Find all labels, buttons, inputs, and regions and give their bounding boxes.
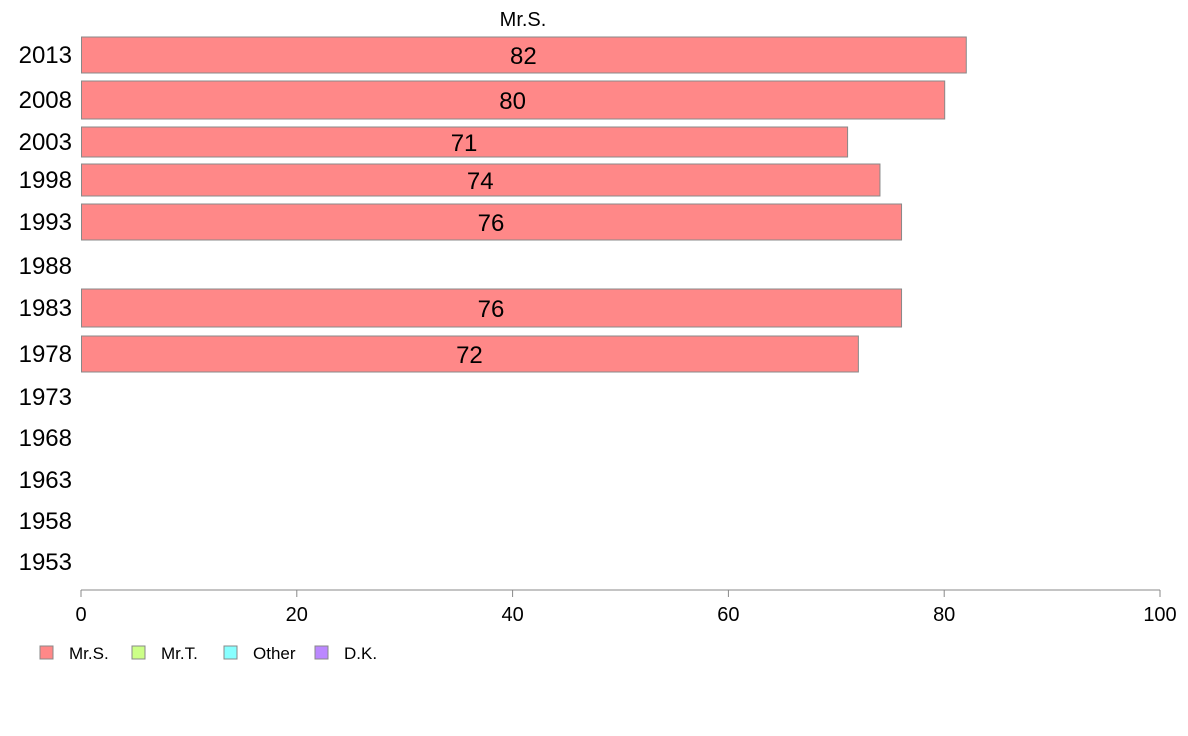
x-tick-label: 20 (286, 604, 308, 626)
y-tick-label: 1978 (19, 341, 72, 368)
y-tick-label: 1988 (19, 253, 72, 280)
legend-label: D.K. (344, 644, 377, 663)
data-labels: 82 80 71 74 76 76 72 (451, 43, 537, 369)
x-tick-label: 80 (933, 604, 955, 626)
y-tick-label: 2008 (19, 87, 72, 114)
x-tick-label: 0 (75, 604, 86, 626)
x-axis: 0 20 40 60 80 100 (75, 589, 1177, 626)
data-label-2003: 71 (451, 130, 478, 157)
legend-swatch (131, 645, 146, 660)
bar-1983 (81, 288, 903, 328)
bar-2013 (81, 36, 967, 74)
y-axis-labels: 2013 2008 2003 1998 1993 1988 1983 1978 1973 1968… (19, 42, 72, 576)
bar-1993 (81, 203, 903, 241)
legend-swatch (223, 645, 238, 660)
x-tick-label: 40 (501, 604, 523, 626)
y-tick-label: 1968 (19, 425, 72, 452)
data-label-1983: 76 (478, 296, 505, 323)
y-tick-label: 1983 (19, 295, 72, 322)
data-label-1998: 74 (467, 168, 494, 195)
bar-1998 (81, 163, 881, 197)
data-label-1993: 76 (478, 210, 505, 237)
data-label-2008: 80 (499, 88, 526, 115)
chart-title: Mr.S. (500, 9, 547, 31)
legend-label: Mr.S. (69, 644, 109, 663)
bar-2003 (81, 126, 849, 158)
y-tick-label: 1953 (19, 549, 72, 576)
y-tick-label: 1973 (19, 384, 72, 411)
bars (81, 36, 967, 373)
y-tick-label: 1998 (19, 167, 72, 194)
bar-2008 (81, 80, 946, 120)
x-tick-label: 60 (717, 604, 739, 626)
y-tick-label: 1993 (19, 209, 72, 236)
y-tick-label: 1963 (19, 467, 72, 494)
bar-1978 (81, 335, 859, 373)
data-label-1978: 72 (456, 342, 483, 369)
y-tick-label: 1958 (19, 508, 72, 535)
legend-swatch (39, 645, 54, 660)
y-tick-label: 2003 (19, 129, 72, 156)
legend-label: Mr.T. (161, 644, 198, 663)
y-tick-label: 2013 (19, 42, 72, 69)
legend: Mr.S. Mr.T. Other D.K. (39, 644, 377, 663)
legend-label: Other (253, 644, 296, 663)
legend-swatch (314, 645, 329, 660)
x-tick-label: 100 (1143, 604, 1176, 626)
data-label-2013: 82 (510, 43, 537, 70)
